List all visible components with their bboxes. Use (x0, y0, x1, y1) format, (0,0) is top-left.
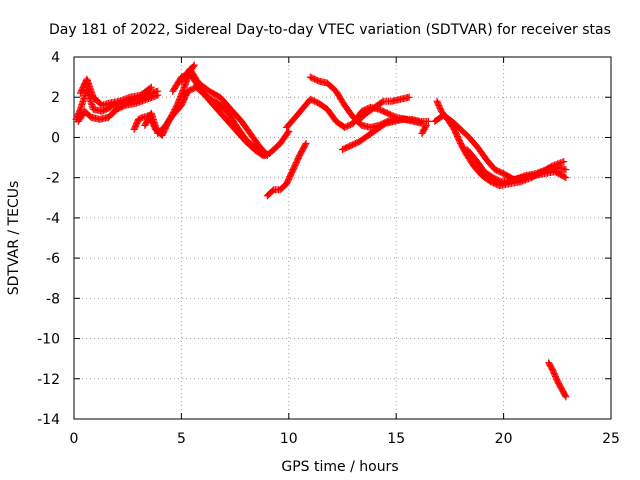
chart-title: Day 181 of 2022, Sidereal Day-to-day VTE… (49, 22, 611, 38)
x-tick-label: 20 (495, 431, 513, 447)
data-point (560, 158, 568, 166)
y-tick-label: 2 (51, 90, 60, 106)
data-point (562, 393, 570, 401)
data-point (405, 93, 413, 101)
series-track-09 (283, 95, 411, 131)
series-track-13 (418, 121, 430, 137)
y-axis-label: SDTVAR / TECUs (6, 181, 22, 296)
y-tick-label: 4 (51, 50, 60, 66)
data-point (302, 139, 310, 147)
series-track-02 (74, 91, 162, 125)
series-track-08 (263, 139, 310, 200)
data-point (146, 84, 154, 92)
x-tick-label: 10 (280, 431, 298, 447)
y-tick-label: 0 (51, 130, 60, 146)
series-track-11 (339, 115, 432, 154)
data-point (263, 152, 271, 160)
data-point (285, 127, 293, 135)
data-point (562, 166, 570, 174)
data-point (120, 102, 128, 110)
data-point (154, 91, 162, 99)
y-tick-label: -10 (37, 332, 60, 348)
data-point (284, 129, 292, 137)
data-points (72, 61, 570, 401)
y-tick-label: -2 (46, 171, 60, 187)
data-point (262, 150, 270, 158)
series-track-15 (431, 111, 570, 184)
y-tick-label: -8 (46, 291, 60, 307)
data-point (561, 392, 569, 400)
x-tick-label: 0 (70, 431, 79, 447)
plot-area-border (73, 56, 612, 420)
axis-ticks: 0 5 10 15 20 25 -14 -12 -10 -8 -6 -4 -2 0 2 4 (37, 50, 620, 447)
series-track-07 (177, 65, 271, 160)
y-tick-label: -4 (46, 211, 60, 227)
data-point (147, 83, 155, 91)
grid-lines (74, 57, 611, 419)
data-point (561, 173, 569, 181)
data-point (424, 117, 432, 125)
y-tick-label: -14 (37, 412, 60, 428)
series-track-17 (545, 359, 570, 401)
data-point (378, 98, 386, 106)
series-track-16 (463, 146, 570, 186)
x-tick-label: 5 (177, 431, 186, 447)
y-tick-label: -6 (46, 251, 60, 267)
series-track-12 (354, 93, 413, 125)
x-tick-label: 25 (602, 431, 620, 447)
data-point (301, 141, 309, 149)
data-point (190, 61, 198, 69)
series-track-03 (76, 75, 155, 109)
data-point (422, 121, 430, 129)
x-axis-label: GPS time / hours (281, 459, 398, 475)
y-tick-label: -12 (37, 372, 60, 388)
data-point (137, 114, 145, 122)
data-point (562, 174, 570, 182)
data-point (422, 123, 430, 131)
data-point (105, 104, 113, 112)
x-tick-label: 15 (387, 431, 405, 447)
